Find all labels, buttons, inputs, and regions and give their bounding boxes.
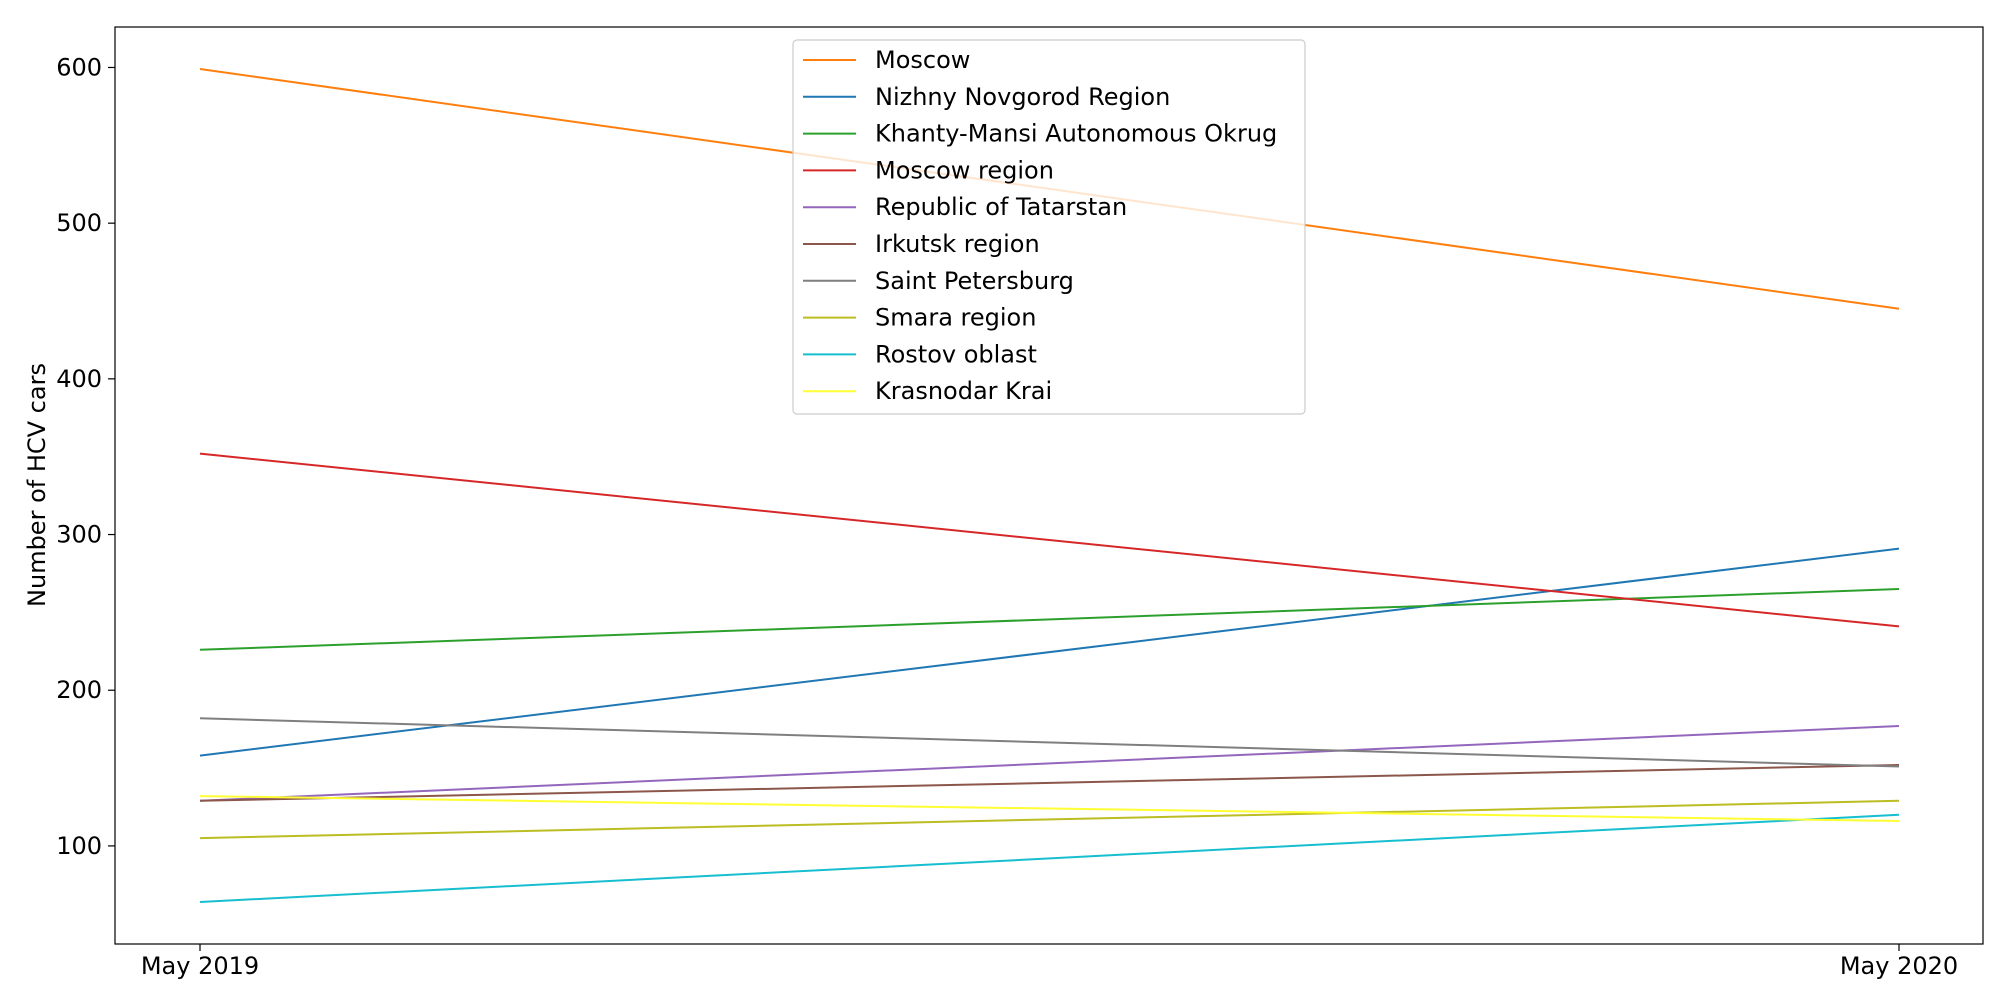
y-tick-label: 600 <box>56 53 102 81</box>
series-line <box>199 547 1900 757</box>
legend-label: Smara region <box>875 304 1036 332</box>
series-line <box>199 717 1900 768</box>
legend-entry: Krasnodar Krai <box>803 377 1052 405</box>
legend-entry: Smara region <box>803 304 1036 332</box>
legend-label: Moscow region <box>875 156 1054 184</box>
y-tick-label: 300 <box>56 521 102 549</box>
legend-label: Republic of Tatarstan <box>875 193 1127 221</box>
legend-entry: Irkutsk region <box>803 230 1040 258</box>
legend-entry: Moscow <box>803 46 970 74</box>
legend-entry: Rostov oblast <box>803 340 1037 368</box>
legend-label: Khanty-Mansi Autonomous Okrug <box>875 120 1277 148</box>
y-tick-label: 500 <box>56 209 102 237</box>
legend-entry: Khanty-Mansi Autonomous Okrug <box>803 120 1277 148</box>
series-line <box>199 764 1900 802</box>
x-tick-label: May 2019 <box>141 952 259 980</box>
legend-entry: Saint Petersburg <box>803 267 1074 295</box>
y-tick-label: 100 <box>56 832 102 860</box>
y-axis: 100 200 300 400 500 600 <box>56 53 115 860</box>
legend-label: Saint Petersburg <box>875 267 1074 295</box>
series-line <box>199 725 1900 802</box>
series-line <box>199 452 1900 628</box>
y-axis-title: Number of HCV cars <box>23 363 51 607</box>
legend-label: Irkutsk region <box>875 230 1040 258</box>
series-layer <box>199 68 1900 903</box>
legend-label: Nizhny Novgorod Region <box>875 83 1170 111</box>
legend-entry: Moscow region <box>803 156 1054 184</box>
y-tick-label: 200 <box>56 676 102 704</box>
legend-box <box>792 39 1306 415</box>
x-axis: May 2019 May 2020 <box>141 944 1958 980</box>
x-tick-label: May 2020 <box>1840 952 1958 980</box>
series-line <box>199 588 1900 651</box>
series-line <box>199 813 1900 903</box>
legend-label: Krasnodar Krai <box>875 377 1052 405</box>
legend: Moscow Nizhny Novgorod Region Khanty-Mansi… <box>792 39 1306 415</box>
series-line <box>199 795 1900 822</box>
series-line <box>199 799 1900 840</box>
legend-label: Rostov oblast <box>875 340 1037 368</box>
legend-entry: Nizhny Novgorod Region <box>803 83 1170 111</box>
y-tick-label: 400 <box>56 365 102 393</box>
plot-frame <box>114 26 1984 945</box>
legend-entry: Republic of Tatarstan <box>803 193 1127 221</box>
legend-label: Moscow <box>875 46 970 74</box>
